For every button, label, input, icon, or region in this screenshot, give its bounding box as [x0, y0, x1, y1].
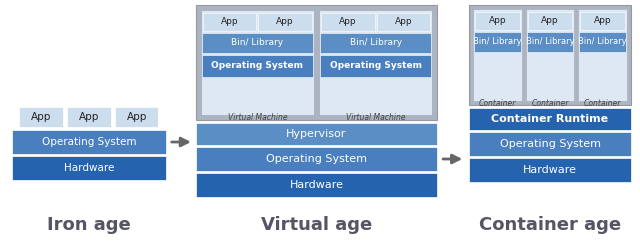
FancyBboxPatch shape: [580, 12, 625, 30]
FancyBboxPatch shape: [320, 55, 431, 77]
Text: Container: Container: [531, 99, 569, 108]
FancyBboxPatch shape: [12, 156, 166, 180]
Text: App: App: [339, 17, 356, 26]
Text: App: App: [276, 17, 294, 26]
Text: Virtual age: Virtual age: [261, 216, 372, 234]
FancyBboxPatch shape: [320, 33, 431, 53]
FancyBboxPatch shape: [12, 130, 166, 154]
Text: App: App: [488, 17, 506, 26]
FancyBboxPatch shape: [579, 32, 626, 52]
Text: Hypervisor: Hypervisor: [286, 129, 347, 139]
Text: Bin/ Library: Bin/ Library: [525, 37, 574, 46]
Text: Hardware: Hardware: [523, 165, 577, 175]
Text: Iron age: Iron age: [47, 216, 131, 234]
Text: Container: Container: [479, 99, 516, 108]
FancyBboxPatch shape: [474, 32, 521, 52]
FancyBboxPatch shape: [115, 107, 159, 127]
Text: App: App: [541, 17, 559, 26]
FancyBboxPatch shape: [469, 158, 631, 182]
FancyBboxPatch shape: [321, 13, 374, 31]
Text: Bin/ Library: Bin/ Library: [473, 37, 522, 46]
Text: Virtual Machine: Virtual Machine: [228, 113, 287, 122]
Text: App: App: [31, 112, 51, 122]
FancyBboxPatch shape: [19, 107, 63, 127]
FancyBboxPatch shape: [67, 107, 111, 127]
FancyBboxPatch shape: [469, 132, 631, 156]
Text: Hardware: Hardware: [289, 180, 344, 190]
Text: Bin/ Library: Bin/ Library: [579, 37, 627, 46]
Text: Hardware: Hardware: [64, 163, 114, 173]
Text: Operating System: Operating System: [42, 137, 136, 147]
FancyBboxPatch shape: [196, 123, 437, 145]
FancyBboxPatch shape: [469, 108, 631, 130]
Text: Container age: Container age: [479, 216, 621, 234]
FancyBboxPatch shape: [202, 33, 313, 53]
Text: App: App: [79, 112, 99, 122]
Text: Operating System: Operating System: [499, 139, 600, 149]
Text: Bin/ Library: Bin/ Library: [231, 38, 284, 47]
Text: App: App: [127, 112, 147, 122]
FancyBboxPatch shape: [475, 12, 520, 30]
Text: Bin/ Library: Bin/ Library: [349, 38, 402, 47]
FancyBboxPatch shape: [319, 10, 432, 115]
FancyBboxPatch shape: [196, 147, 437, 171]
FancyBboxPatch shape: [203, 13, 257, 31]
FancyBboxPatch shape: [469, 5, 631, 105]
FancyBboxPatch shape: [202, 55, 313, 77]
Text: Operating System: Operating System: [330, 61, 422, 70]
FancyBboxPatch shape: [196, 173, 437, 197]
Text: Virtual Machine: Virtual Machine: [346, 113, 405, 122]
Text: App: App: [594, 17, 611, 26]
FancyBboxPatch shape: [579, 9, 627, 101]
Text: Operating System: Operating System: [266, 154, 367, 164]
Text: Container: Container: [584, 99, 621, 108]
FancyBboxPatch shape: [527, 12, 572, 30]
Text: App: App: [221, 17, 238, 26]
FancyBboxPatch shape: [196, 5, 437, 120]
FancyBboxPatch shape: [527, 32, 573, 52]
FancyBboxPatch shape: [473, 9, 522, 101]
FancyBboxPatch shape: [259, 13, 312, 31]
Text: App: App: [395, 17, 412, 26]
FancyBboxPatch shape: [525, 9, 574, 101]
FancyBboxPatch shape: [376, 13, 430, 31]
FancyBboxPatch shape: [201, 10, 314, 115]
Text: Operating System: Operating System: [211, 61, 303, 70]
Text: Container Runtime: Container Runtime: [492, 114, 609, 124]
